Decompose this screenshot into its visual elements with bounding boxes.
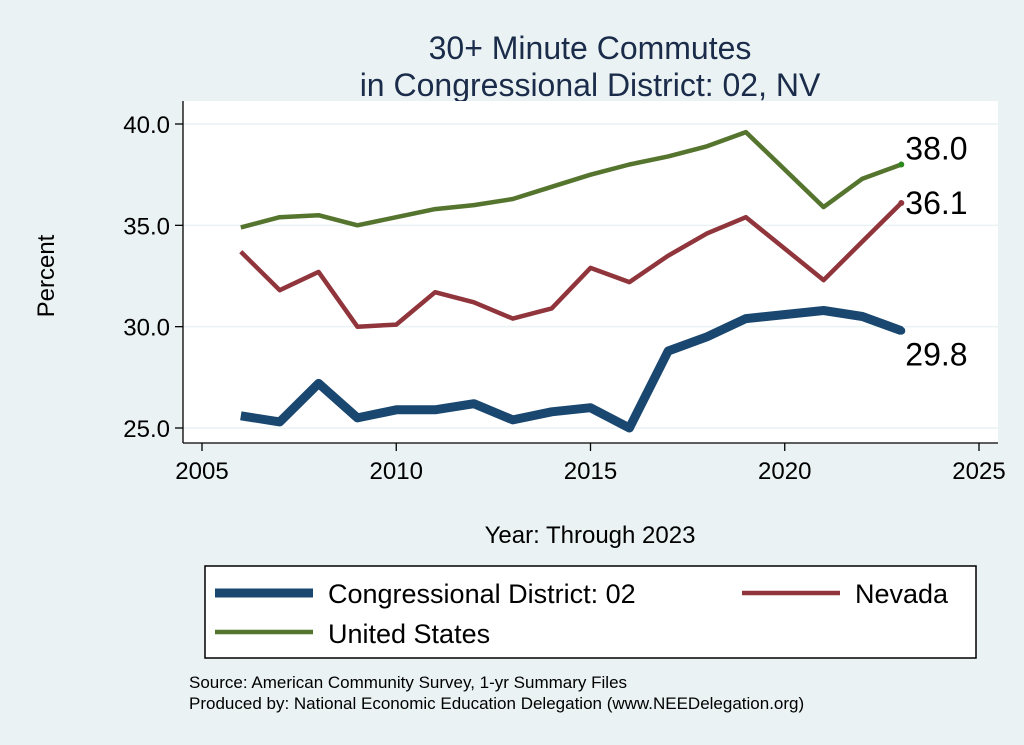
end-value-label: 29.8 (905, 337, 967, 373)
legend-label: Congressional District: 02 (328, 579, 636, 609)
series-end-point (897, 326, 906, 335)
y-axis: 25.0 30.0 35.0 40.0 (123, 101, 184, 443)
x-tick-label: 2005 (175, 458, 228, 485)
y-tick-label: 25.0 (123, 416, 170, 443)
series-end-point (898, 161, 905, 168)
y-tick-label: 30.0 (123, 315, 170, 342)
series-line (239, 201, 903, 329)
legend: Congressional District: 02 Nevada United S… (215, 579, 949, 649)
end-value-label: 36.1 (905, 185, 967, 221)
x-tick-label: 2025 (952, 458, 1005, 485)
x-axis-title: Year: Through 2023 (485, 522, 696, 549)
x-axis: 2005 2010 2015 2020 2025 (175, 442, 1006, 485)
gridlines (183, 123, 998, 429)
x-tick-label: 2015 (564, 458, 617, 485)
x-tick-label: 2020 (758, 458, 811, 485)
legend-label: Nevada (855, 579, 949, 609)
y-axis-title: Percent (33, 234, 60, 317)
chart-title-line2: in Congressional District: 02, NV (360, 67, 821, 103)
chart-title-line1: 30+ Minute Commutes (429, 30, 752, 66)
legend-box (204, 565, 977, 659)
y-tick-label: 35.0 (123, 213, 170, 240)
x-tick-label: 2010 (370, 458, 423, 485)
source-note: Source: American Community Survey, 1-yr … (189, 673, 627, 692)
end-value-label: 38.0 (905, 131, 967, 167)
series-line (240, 306, 903, 433)
series-end-point (898, 200, 905, 207)
producer-note: Produced by: National Economic Education… (189, 694, 804, 713)
series-line (240, 129, 903, 230)
legend-label: United States (328, 619, 490, 649)
end-labels: 29.8 36.1 38.0 (905, 131, 967, 373)
series-lines (239, 129, 906, 433)
y-tick-label: 40.0 (123, 112, 170, 139)
